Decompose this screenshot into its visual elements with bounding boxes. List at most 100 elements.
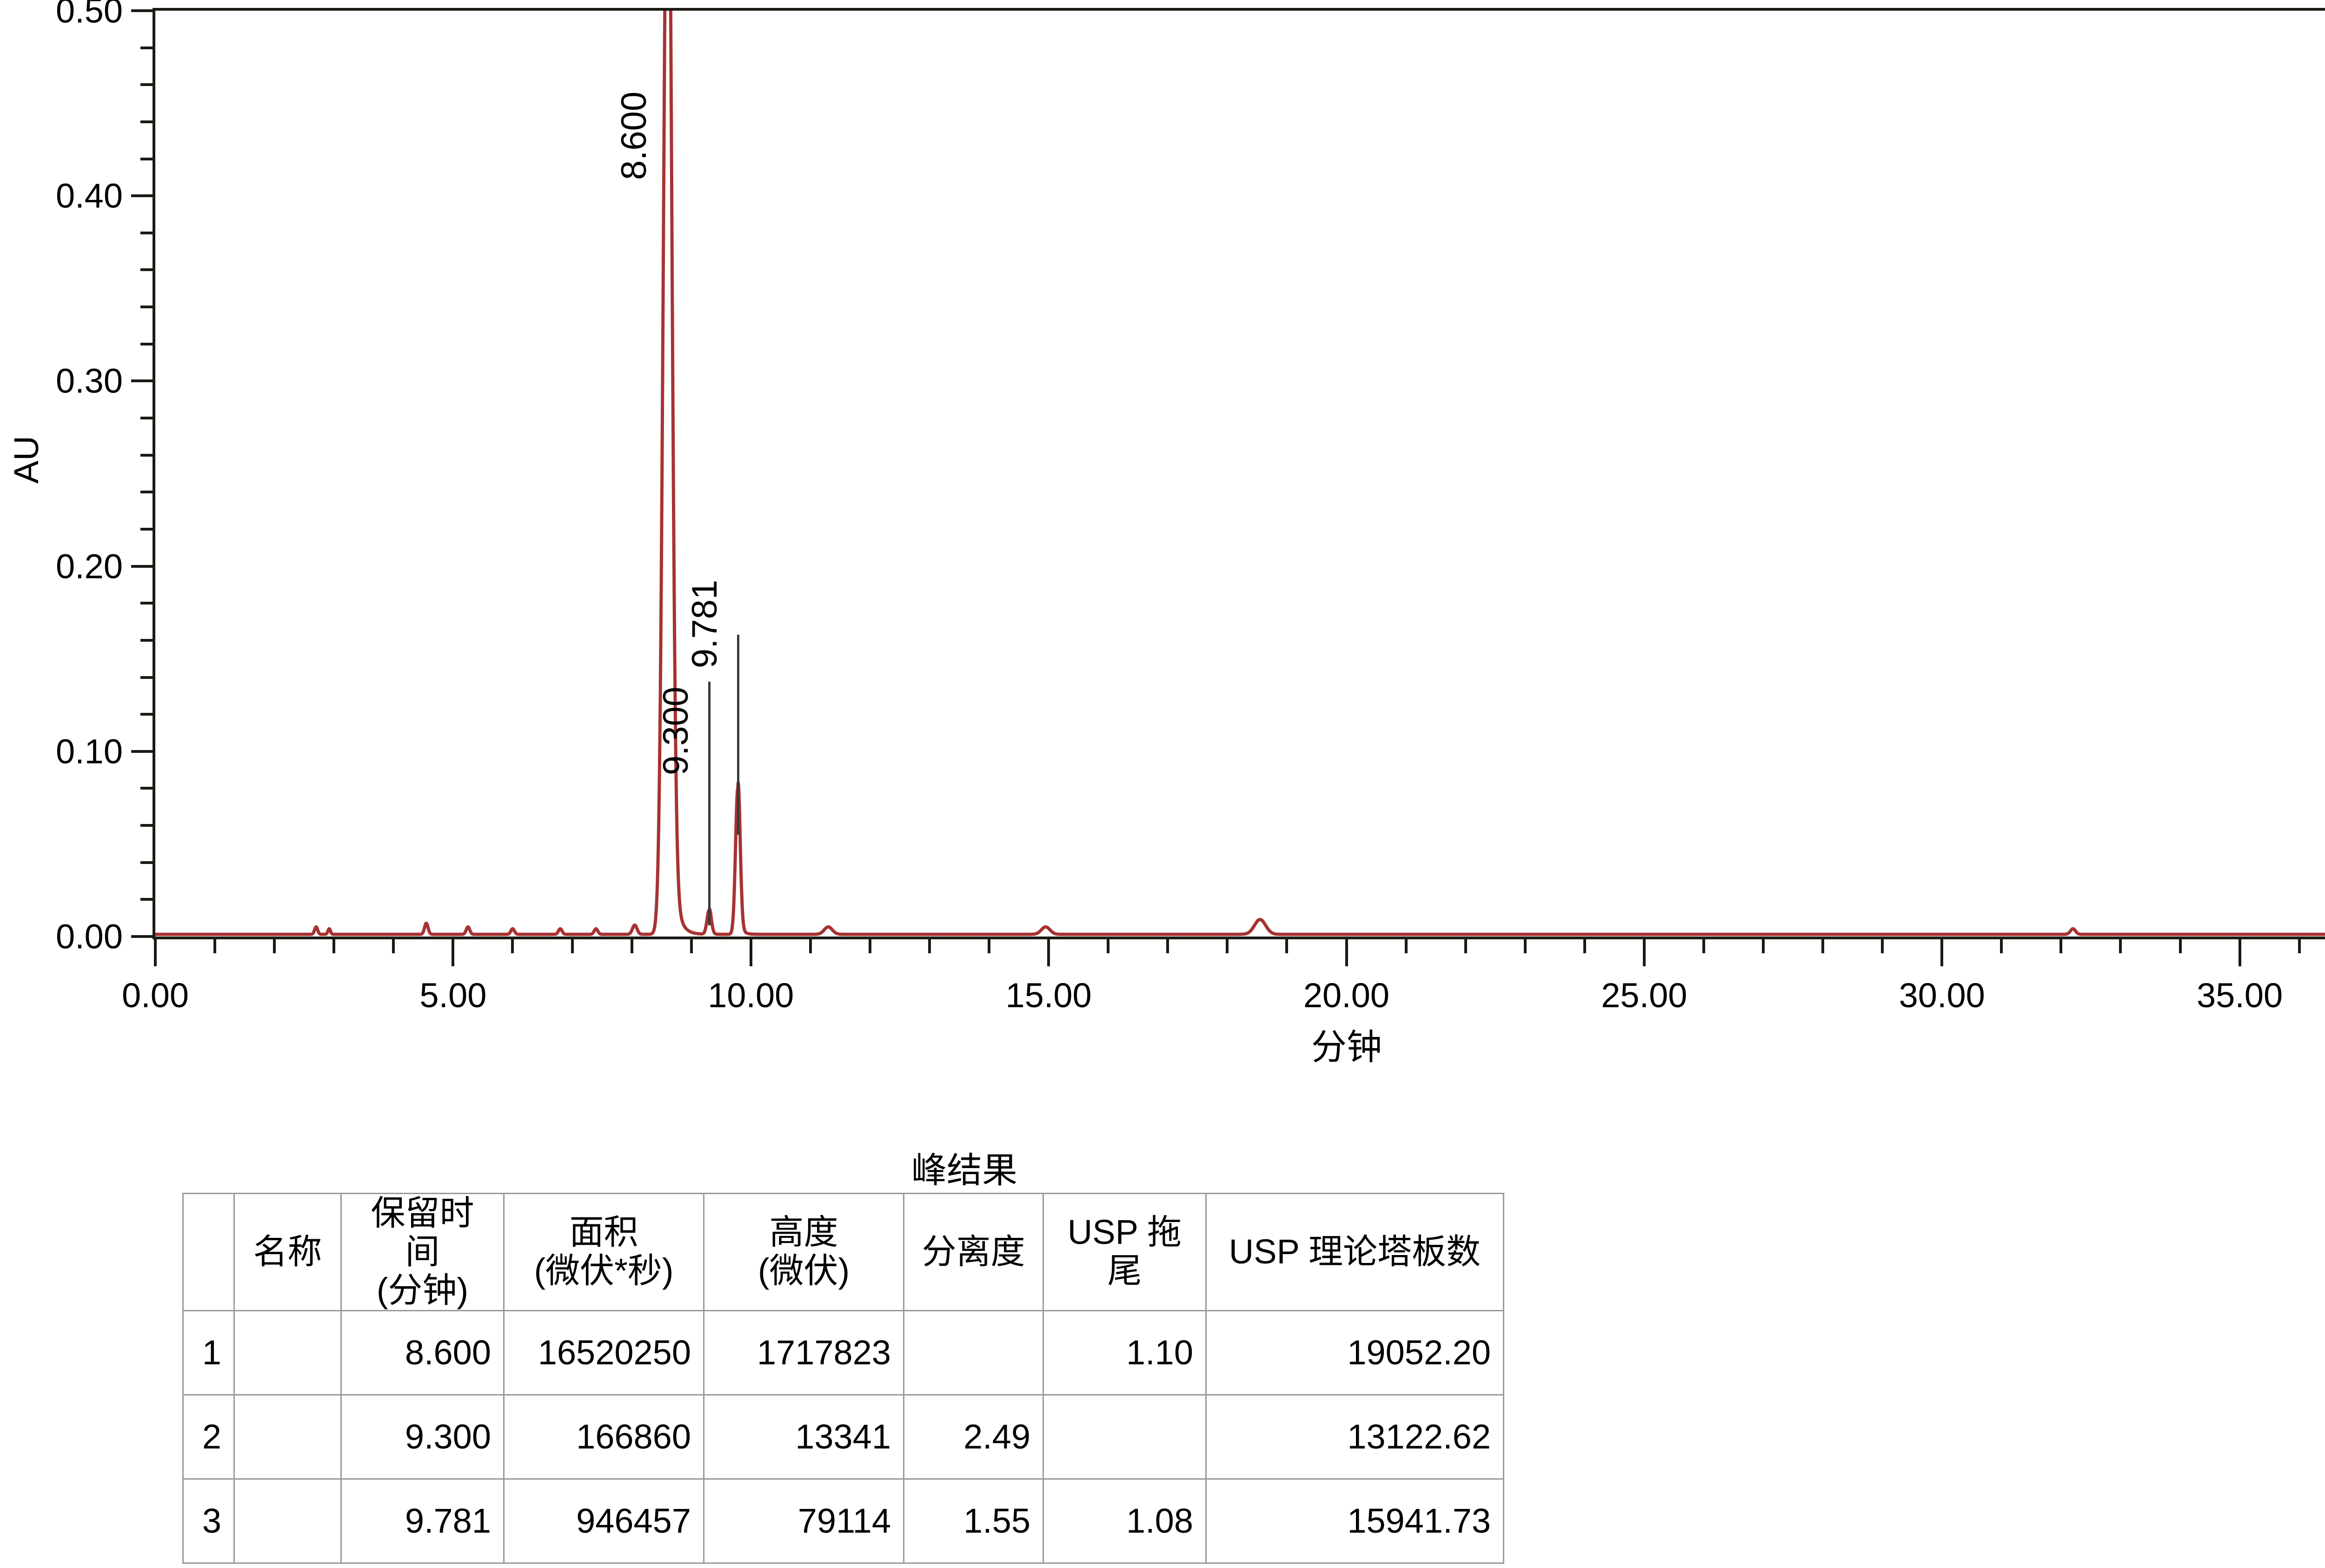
header-unit: (分钟) — [376, 1270, 469, 1309]
x-axis-tick-label: 5.00 — [419, 976, 487, 1015]
x-axis-tick-label: 30.00 — [1899, 976, 1985, 1015]
plot-clip-region — [155, 11, 2325, 937]
y-axis-major-tick — [131, 935, 153, 938]
x-axis-major-tick — [452, 939, 455, 966]
header-unit: (微伏) — [757, 1251, 850, 1290]
peak-results-title: 峰结果 — [911, 1151, 1017, 1190]
x-axis-minor-tick — [928, 939, 931, 953]
x-axis-major-tick — [749, 939, 752, 966]
peak-results-table: 名称 保留时间 (分钟) 面积 (微伏*秒) 高度 (微伏) 分离度 USP 拖尾 USP 理论塔… — [182, 1193, 1504, 1564]
table-header-rt: 保留时间 (分钟) — [340, 1193, 505, 1311]
peak-leader-line — [737, 635, 739, 835]
y-axis-minor-tick — [140, 527, 153, 531]
cell-usp_plates: 13122.62 — [1205, 1394, 1504, 1480]
y-axis-minor-tick — [140, 898, 153, 901]
chromatogram-chart: AU 0.00 0.10 0.20 0.30 0.40 0.50 0.00 5.00 10.0… — [7, 0, 2325, 1067]
y-axis-minor-tick — [140, 824, 153, 827]
y-axis-tick-label: 0.10 — [55, 732, 123, 771]
cell-area: 166860 — [503, 1394, 704, 1480]
y-axis-minor-tick — [140, 417, 153, 420]
cell-idx: 1 — [182, 1309, 235, 1395]
y-axis-minor-tick — [140, 306, 153, 309]
x-axis-minor-tick — [1464, 939, 1467, 953]
y-axis-major-tick — [131, 750, 153, 753]
x-axis-major-tick — [1642, 939, 1646, 966]
header-label: USP 理论塔板数 — [1229, 1232, 1481, 1271]
peak-label-9-300: 9.300 — [656, 686, 696, 775]
y-axis-tick-label: 0.30 — [55, 361, 123, 400]
x-axis-major-tick — [1047, 939, 1050, 966]
x-axis-minor-tick — [571, 939, 574, 953]
y-axis-minor-tick — [140, 120, 153, 123]
x-axis-minor-tick — [2179, 939, 2182, 953]
header-unit: (微伏*秒) — [534, 1251, 674, 1290]
y-axis-minor-tick — [140, 787, 153, 790]
cell-idx: 3 — [182, 1478, 235, 1564]
cell-area: 16520250 — [503, 1309, 704, 1395]
cell-resolution — [903, 1309, 1044, 1395]
peak-leader-line — [708, 682, 711, 925]
y-axis-minor-tick — [140, 861, 153, 864]
header-label: 面积 — [569, 1213, 638, 1252]
y-axis-minor-tick — [140, 231, 153, 234]
cell-resolution: 2.49 — [903, 1394, 1044, 1480]
x-axis-major-tick — [2238, 939, 2241, 966]
x-axis-minor-tick — [1226, 939, 1229, 953]
y-axis-tick-label: 0.40 — [55, 176, 123, 215]
table-header-resolution: 分离度 — [903, 1193, 1044, 1311]
x-axis-minor-tick — [1702, 939, 1705, 953]
x-axis-minor-tick — [273, 939, 276, 953]
x-axis-minor-tick — [1523, 939, 1527, 953]
y-axis-minor-tick — [140, 157, 153, 160]
table-header-name: 名称 — [233, 1193, 342, 1311]
x-axis-major-tick — [154, 939, 157, 966]
cell-height: 1717823 — [703, 1309, 904, 1395]
y-axis-title: AU — [7, 436, 46, 484]
x-axis-minor-tick — [2000, 939, 2003, 953]
x-axis-minor-tick — [1107, 939, 1110, 953]
x-axis-minor-tick — [2298, 939, 2301, 953]
cell-height: 13341 — [703, 1394, 904, 1480]
y-axis-major-tick — [131, 9, 153, 12]
x-axis-minor-tick — [630, 939, 633, 953]
x-axis-minor-tick — [392, 939, 395, 953]
x-axis-tick-label: 20.00 — [1303, 976, 1390, 1015]
x-axis-minor-tick — [332, 939, 336, 953]
x-axis-minor-tick — [213, 939, 217, 953]
x-axis-minor-tick — [868, 939, 871, 953]
y-axis-minor-tick — [140, 46, 153, 49]
cell-height: 79114 — [703, 1478, 904, 1564]
cell-name — [233, 1394, 342, 1480]
x-axis-tick-label: 10.00 — [708, 976, 794, 1015]
x-axis-major-tick — [1940, 939, 1944, 966]
table-header-usp_tailing: USP 拖尾 — [1043, 1193, 1207, 1311]
plot-frame — [153, 8, 2325, 939]
cell-rt: 8.600 — [340, 1309, 505, 1395]
x-axis-minor-tick — [1285, 939, 1289, 953]
x-axis-minor-tick — [2119, 939, 2122, 953]
y-axis-minor-tick — [140, 453, 153, 457]
cell-usp_tailing: 1.08 — [1043, 1478, 1207, 1564]
table-header-idx — [182, 1193, 235, 1311]
cell-usp_plates: 19052.20 — [1205, 1309, 1504, 1395]
header-label: 名称 — [253, 1232, 322, 1271]
x-axis-tick-label: 35.00 — [2197, 976, 2283, 1015]
y-axis-minor-tick — [140, 676, 153, 679]
x-axis-minor-tick — [1821, 939, 1825, 953]
header-label: 高度 — [769, 1213, 838, 1252]
x-axis-minor-tick — [1881, 939, 1884, 953]
cell-usp_tailing: 1.10 — [1043, 1309, 1207, 1395]
x-axis-minor-tick — [1166, 939, 1169, 953]
x-axis-tick-label: 0.00 — [121, 976, 189, 1015]
cell-usp_tailing — [1043, 1394, 1207, 1480]
cell-rt: 9.300 — [340, 1394, 505, 1480]
y-axis-minor-tick — [140, 491, 153, 494]
x-axis-major-tick — [1345, 939, 1348, 966]
x-axis-minor-tick — [690, 939, 693, 953]
cell-idx: 2 — [182, 1394, 235, 1480]
y-axis-major-tick — [131, 194, 153, 198]
x-axis-minor-tick — [1583, 939, 1586, 953]
x-axis-minor-tick — [809, 939, 812, 953]
cell-usp_plates: 15941.73 — [1205, 1478, 1504, 1564]
y-axis-major-tick — [131, 565, 153, 568]
